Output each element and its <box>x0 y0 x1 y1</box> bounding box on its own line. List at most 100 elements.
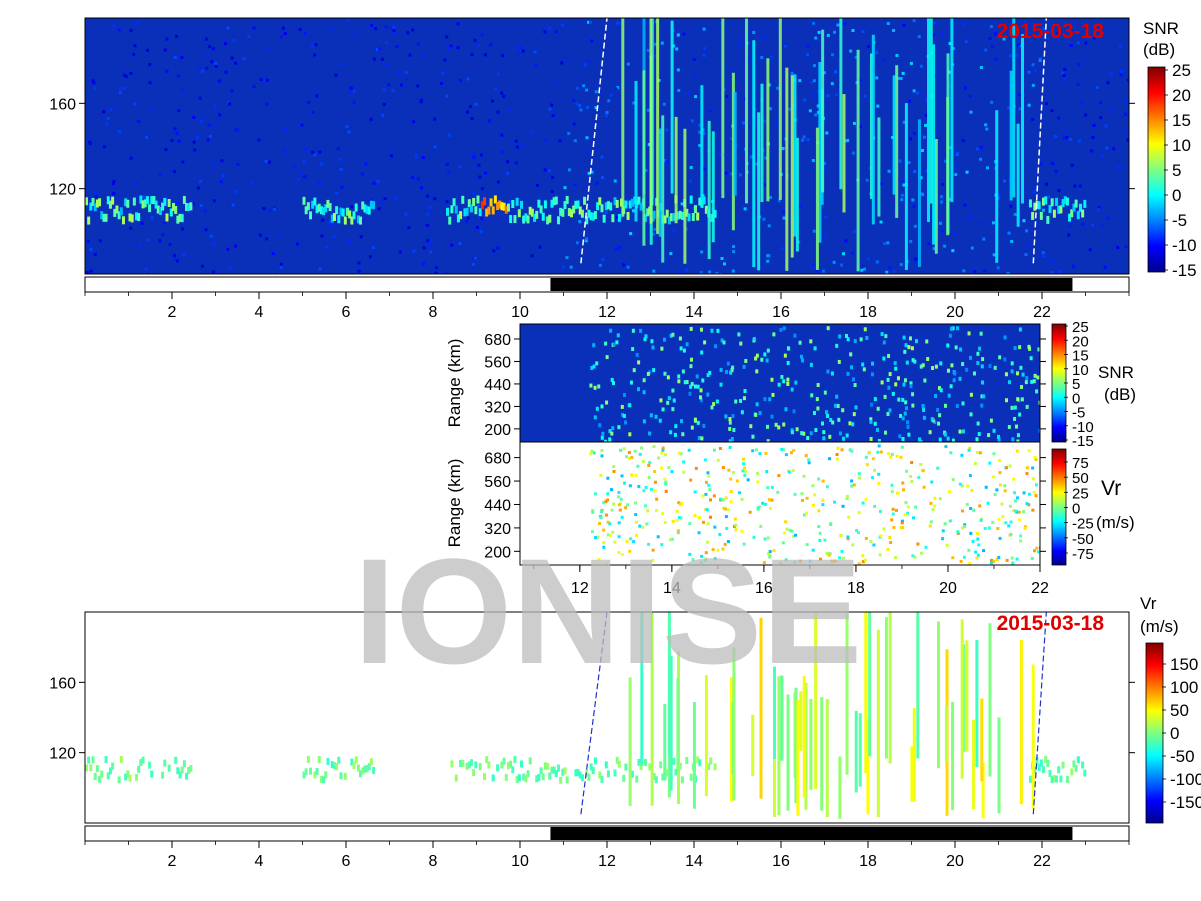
top-snr-noise-cell <box>653 227 657 231</box>
top-snr-noise-cell <box>300 173 304 177</box>
top-snr-echo-cell <box>565 195 569 204</box>
bottom-vr-stripe <box>980 698 984 782</box>
mid-vr-cell <box>865 463 869 467</box>
top-snr-echo-cell <box>694 205 697 214</box>
top-snr-noise-cell <box>89 269 93 273</box>
mid-snr-cell <box>897 397 901 402</box>
bottom-vr-echo-cell <box>696 756 700 764</box>
mid-snr-cell <box>931 366 935 371</box>
top-snr-noise-cell <box>368 255 372 259</box>
top-snr-echo-cell <box>539 205 543 214</box>
top-snr-echo-cell <box>546 216 550 225</box>
top-snr-noise-cell <box>348 89 352 93</box>
bottom-vr-echo-cell <box>709 757 713 765</box>
mid-vr-cell <box>879 450 883 454</box>
bottom-vr-echo-cell <box>176 767 180 775</box>
top-snr-noise-cell <box>551 176 555 180</box>
mid-vr-cell <box>1034 483 1038 487</box>
mid-vr-cell <box>621 553 625 557</box>
top-snr-noise-cell <box>445 200 449 204</box>
top-snr-noise-cell <box>902 23 906 27</box>
top-snr-noise-cell <box>914 257 918 261</box>
bottom-vr-echo-cell <box>674 768 678 776</box>
top-snr-noise-cell <box>496 180 500 184</box>
top-snr-noise-cell <box>629 232 633 236</box>
top-snr-echo-cell <box>117 211 121 220</box>
mid-snr-cell <box>1020 385 1024 390</box>
top-snr-noise-cell <box>210 60 214 64</box>
top-snr-noise-cell <box>300 123 304 127</box>
bottom-vr-echo-cell <box>139 759 143 767</box>
top-snr-noise-cell <box>832 30 836 34</box>
mid-vr-cell <box>805 511 809 515</box>
top-snr-noise-cell <box>1024 253 1028 257</box>
top-snr-noise-cell <box>994 57 998 61</box>
top-snr-noise-cell <box>663 159 667 163</box>
mid-snr-cell <box>928 430 932 435</box>
top-snr-noise-cell <box>422 54 426 58</box>
mid-snr-cell <box>758 411 762 416</box>
mid-snr-cell <box>772 332 776 337</box>
mid-snr-cell <box>921 404 925 409</box>
mid-vr-cell <box>630 456 634 460</box>
top-snr-noise-cell <box>514 161 518 165</box>
top-snr-noise-cell <box>1097 206 1101 210</box>
mid-vr-cell <box>636 464 640 468</box>
bottom-vr-echo-cell <box>167 764 171 772</box>
mid-snr-cell <box>719 367 723 372</box>
top-snr-noise-cell <box>702 167 706 171</box>
mid-vr-cell <box>1013 491 1017 495</box>
bottom-vr-echo-cell <box>546 762 550 770</box>
mid-snr-cell <box>637 360 641 365</box>
top-snr-noise-cell <box>234 61 238 65</box>
top-snr-echo-cell <box>533 213 537 222</box>
bottom-vr-echo-cell <box>326 757 330 765</box>
mid-snr-cell <box>888 408 892 413</box>
mid-vr-cell <box>890 490 894 494</box>
top-snr-noise-cell <box>690 119 694 123</box>
top-snr-noise-cell <box>832 260 836 264</box>
mid-vr-cell <box>638 452 642 456</box>
top-snr-noise-cell <box>826 33 830 37</box>
top-snr-noise-cell <box>1123 112 1127 116</box>
mid-vr-cell <box>900 519 904 523</box>
top-snr-noise-cell <box>768 107 772 111</box>
top-snr-noise-cell <box>196 186 200 190</box>
top-snr-noise-cell <box>846 138 850 142</box>
mid-vr-cell <box>661 448 665 452</box>
top-snr-echo-cell <box>337 215 341 224</box>
mid-snr-cell <box>952 378 956 383</box>
bottom-vr-echo-cell <box>124 773 128 781</box>
top-snr-noise-cell <box>211 47 215 51</box>
bottom-vr-echo-cell <box>548 772 552 780</box>
mid-vr-cell <box>660 451 664 455</box>
mid-snr-cell <box>967 331 971 336</box>
top-snr-noise-cell <box>349 86 353 90</box>
mid-snr-cell <box>782 379 786 384</box>
mid-snr-cell <box>925 339 929 344</box>
top-snr-noise-cell <box>257 138 261 142</box>
top-snr-noise-cell <box>303 31 307 35</box>
top-snr-noise-cell <box>466 110 470 114</box>
bottom-vr-cb-tick-label: 50 <box>1170 701 1189 720</box>
mid-snr-cell <box>1021 372 1025 377</box>
top-snr-noise-cell <box>1098 28 1102 32</box>
mid-snr-cell <box>642 378 646 383</box>
top-snr-noise-cell <box>817 30 821 34</box>
top-snr-noise-cell <box>939 195 943 199</box>
top-snr-noise-cell <box>912 204 916 208</box>
top-snr-noise-cell <box>530 254 534 258</box>
mid-vr-cell <box>734 523 738 527</box>
mid-vr-cell <box>984 485 988 489</box>
top-snr-noise-cell <box>302 160 306 164</box>
mid-vr-cell <box>835 453 839 457</box>
mid-snr-cb-tick-label: 15 <box>1072 348 1089 365</box>
mid-vr-cell <box>641 459 645 463</box>
top-snr-noise-cell <box>458 165 462 169</box>
top-snr-echo-cell <box>552 197 556 206</box>
top-snr-echo-cell <box>121 216 125 225</box>
bottom-vr-terminator-line <box>1032 612 1047 815</box>
top-snr-noise-cell <box>761 35 765 39</box>
top-snr-noise-cell <box>267 160 271 164</box>
